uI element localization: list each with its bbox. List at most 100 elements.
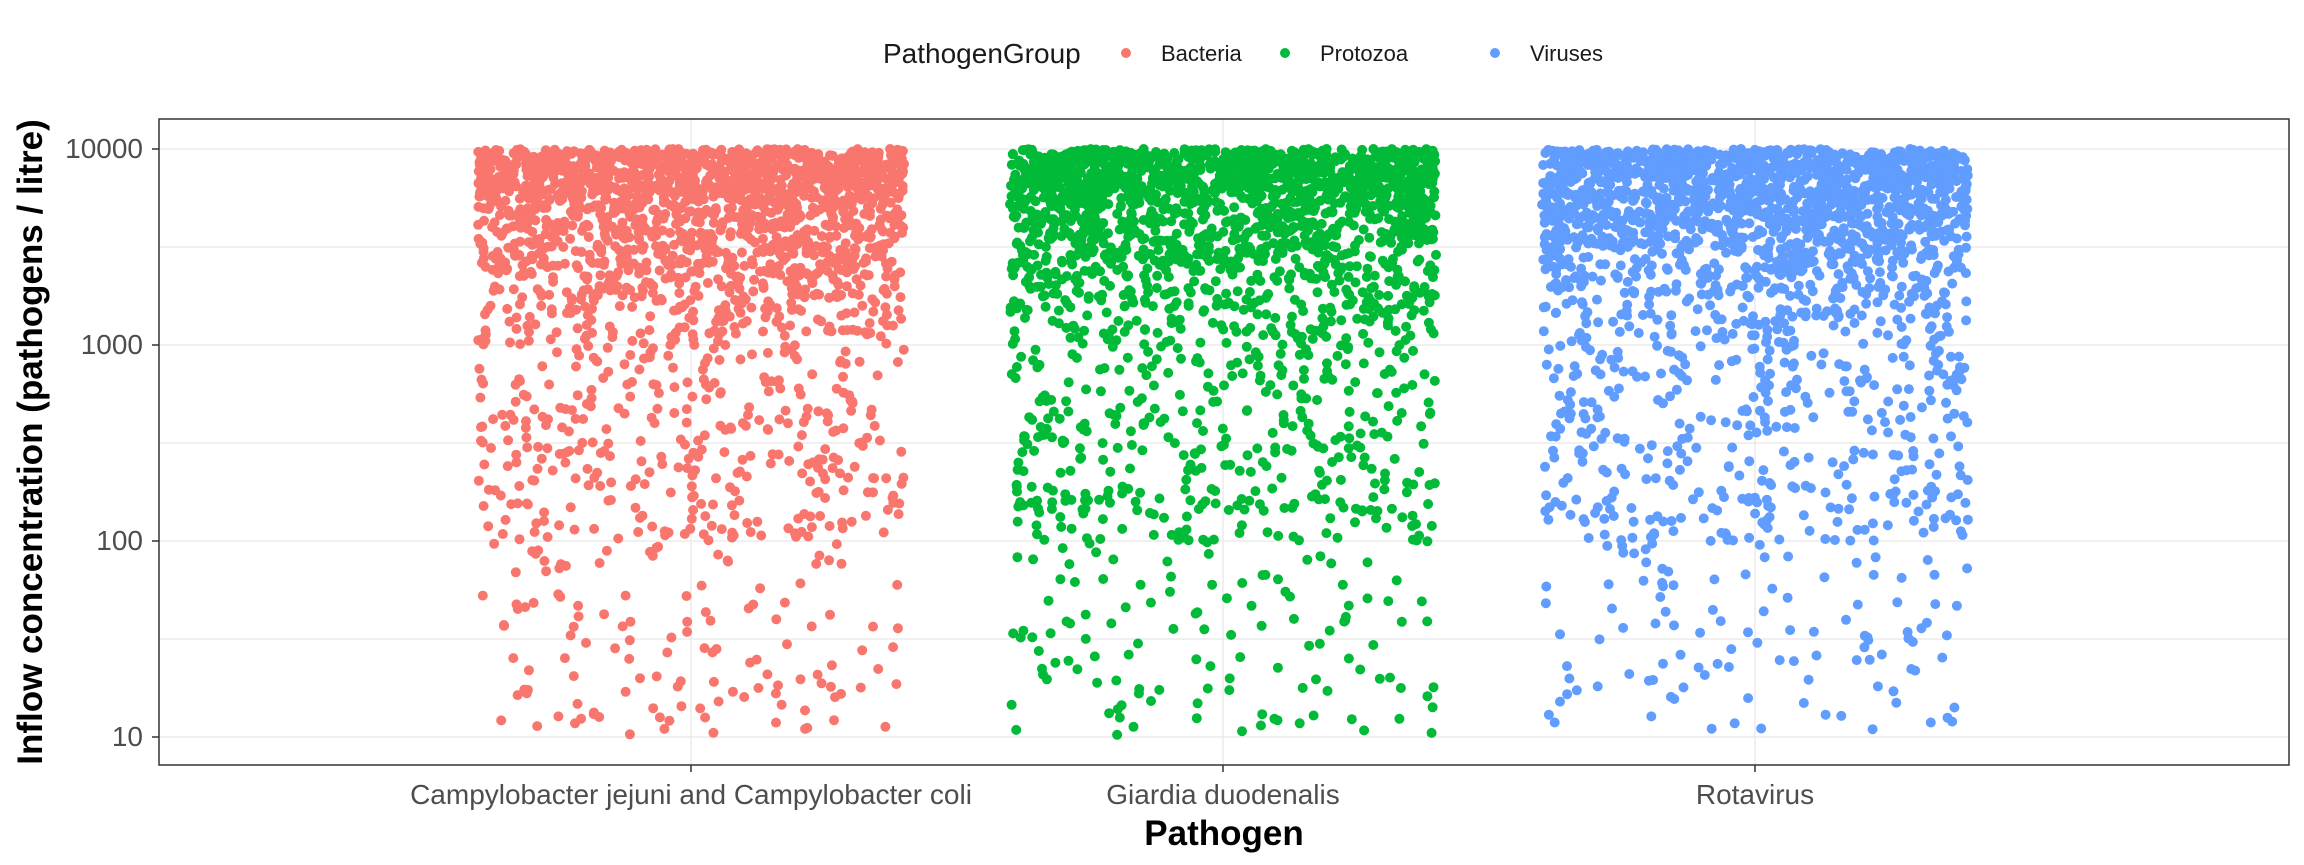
data-point [652, 214, 663, 224]
data-point [1278, 415, 1289, 426]
data-point [1159, 512, 1169, 523]
data-point [1043, 413, 1054, 424]
data-point [735, 354, 746, 365]
data-point [830, 692, 840, 703]
data-point [1106, 618, 1117, 629]
data-point [1303, 144, 1314, 155]
data-point [735, 212, 746, 223]
data-point [1076, 235, 1087, 245]
data-point [557, 422, 568, 433]
data-point [1331, 242, 1342, 253]
data-point [1033, 432, 1043, 443]
data-point [1124, 385, 1135, 396]
data-point [1105, 497, 1115, 508]
data-point [1028, 180, 1039, 191]
data-point [1350, 377, 1361, 388]
data-point [795, 578, 806, 589]
data-point [1193, 240, 1204, 251]
data-point [574, 182, 584, 193]
data-point [1134, 684, 1145, 694]
data-point [1270, 312, 1281, 323]
data-point [552, 347, 562, 358]
data-point [1798, 698, 1809, 708]
data-point [698, 374, 709, 385]
data-point [756, 530, 767, 541]
data-point [1368, 640, 1379, 650]
data-point [1052, 288, 1063, 299]
data-point [1104, 408, 1115, 419]
data-point [1007, 338, 1018, 349]
data-point [1118, 290, 1129, 300]
data-point [1140, 275, 1151, 286]
data-point [1181, 208, 1192, 219]
data-point [739, 692, 750, 702]
data-point [1188, 197, 1199, 208]
data-point [1424, 409, 1435, 419]
data-point [1221, 593, 1232, 604]
data-point [708, 217, 719, 228]
data-point [665, 272, 676, 283]
data-point [510, 379, 521, 390]
data-point [881, 288, 892, 299]
data-point [544, 289, 555, 300]
data-point [660, 244, 671, 255]
data-point [1080, 633, 1091, 644]
data-point [1238, 304, 1249, 315]
data-point [654, 712, 665, 723]
data-point [663, 166, 674, 177]
data-point [669, 382, 680, 393]
data-point [1540, 461, 1550, 472]
data-point [1030, 344, 1041, 355]
data-point [1543, 514, 1554, 525]
data-point [1426, 520, 1437, 531]
data-point [1082, 152, 1093, 162]
data-point [1325, 177, 1336, 187]
data-point [1195, 337, 1206, 348]
data-point [521, 416, 531, 427]
data-point [1221, 337, 1232, 348]
data-point [1199, 624, 1210, 635]
data-point [716, 524, 727, 535]
data-point [752, 516, 763, 527]
data-point [1336, 340, 1346, 351]
data-point [1803, 452, 1814, 463]
data-point [765, 458, 776, 469]
data-point [562, 176, 573, 187]
data-point [559, 653, 570, 664]
data-point [744, 402, 755, 413]
data-point [1106, 166, 1116, 177]
data-point [1329, 188, 1340, 198]
data-point [1069, 211, 1080, 222]
data-point [664, 715, 675, 726]
data-point [898, 222, 909, 233]
data-point [701, 206, 712, 217]
data-point [792, 354, 802, 365]
data-point [601, 424, 612, 435]
data-point [1330, 259, 1341, 270]
data-point [1227, 371, 1238, 381]
data-point [1763, 396, 1773, 407]
data-point [705, 615, 716, 626]
data-point [1198, 306, 1209, 317]
data-point [477, 237, 488, 248]
data-point [816, 678, 827, 689]
data-point [1279, 158, 1290, 169]
data-point [893, 509, 904, 520]
data-point [1666, 310, 1677, 321]
data-point [1007, 203, 1018, 214]
data-point [587, 437, 598, 448]
data-point [1171, 254, 1182, 265]
data-point [1407, 521, 1418, 531]
data-point [1107, 324, 1118, 335]
data-point [1093, 291, 1104, 302]
data-point [1153, 151, 1164, 162]
data-point [693, 290, 704, 301]
data-point [566, 295, 577, 306]
data-point [780, 189, 791, 200]
data-point [1325, 513, 1336, 524]
data-point [515, 236, 526, 247]
data-point [831, 230, 842, 241]
data-point [1276, 370, 1287, 381]
data-point [582, 204, 593, 215]
data-point [798, 165, 809, 176]
